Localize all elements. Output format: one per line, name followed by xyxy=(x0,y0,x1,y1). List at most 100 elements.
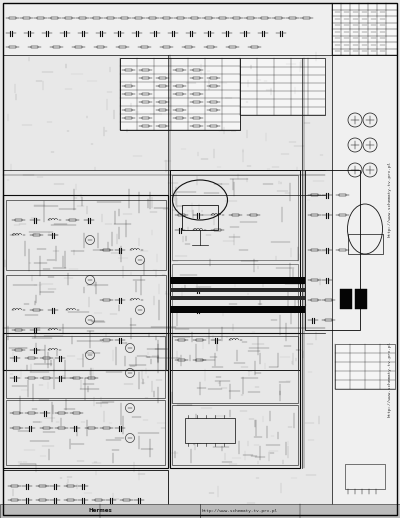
Bar xyxy=(339,194,346,196)
Bar xyxy=(103,299,110,301)
Bar xyxy=(210,125,217,127)
Bar xyxy=(88,427,95,429)
Bar xyxy=(178,339,185,341)
Bar xyxy=(303,17,310,19)
Bar xyxy=(196,359,203,361)
Bar xyxy=(193,77,200,79)
Bar xyxy=(172,264,298,370)
Bar xyxy=(3,470,168,515)
Bar xyxy=(275,17,282,19)
Bar xyxy=(33,234,40,236)
Bar xyxy=(15,219,22,221)
Bar xyxy=(11,485,18,487)
Bar xyxy=(107,17,114,19)
Bar xyxy=(120,58,240,130)
Bar xyxy=(43,427,50,429)
Bar xyxy=(191,17,198,19)
Bar xyxy=(214,229,221,231)
Bar xyxy=(176,93,183,95)
Bar xyxy=(9,46,16,48)
Bar xyxy=(178,214,185,216)
Bar xyxy=(142,77,149,79)
Bar xyxy=(170,306,305,313)
Bar xyxy=(9,17,16,19)
Bar xyxy=(67,485,74,487)
Bar xyxy=(125,69,132,71)
Bar xyxy=(193,101,200,103)
Bar xyxy=(325,299,332,301)
Bar xyxy=(69,219,76,221)
Bar xyxy=(185,418,235,443)
Text: Hermes: Hermes xyxy=(88,509,112,513)
Bar xyxy=(31,46,38,48)
Text: http://www.schematy-tv.prv.pl: http://www.schematy-tv.prv.pl xyxy=(388,341,392,417)
Bar xyxy=(325,319,332,321)
Bar xyxy=(247,17,254,19)
Bar xyxy=(311,214,318,216)
Bar xyxy=(345,464,385,489)
Bar xyxy=(13,412,20,414)
Bar xyxy=(261,17,268,19)
Bar xyxy=(250,214,257,216)
Bar xyxy=(125,117,132,119)
Bar xyxy=(332,55,397,515)
Text: http://www.schematy-tv.prv.pl: http://www.schematy-tv.prv.pl xyxy=(202,509,278,513)
Bar xyxy=(207,46,214,48)
Bar xyxy=(51,17,58,19)
Bar xyxy=(39,499,46,501)
Bar xyxy=(43,377,50,379)
Bar xyxy=(119,46,126,48)
Bar xyxy=(125,85,132,87)
Text: http://www.schematy-tv.prv.pl: http://www.schematy-tv.prv.pl xyxy=(388,161,392,237)
Bar xyxy=(311,194,318,196)
Bar xyxy=(6,200,166,270)
Bar xyxy=(13,427,20,429)
Bar xyxy=(229,46,236,48)
Bar xyxy=(193,117,200,119)
Bar xyxy=(123,499,130,501)
Bar xyxy=(6,275,166,370)
Bar xyxy=(73,377,80,379)
Bar xyxy=(75,46,82,48)
Bar xyxy=(170,288,305,292)
Bar xyxy=(172,336,298,403)
Bar xyxy=(97,46,104,48)
Bar xyxy=(95,499,102,501)
Bar xyxy=(170,170,300,370)
Bar xyxy=(142,93,149,95)
Bar xyxy=(193,93,200,95)
Bar xyxy=(159,77,166,79)
Bar xyxy=(289,17,296,19)
Bar xyxy=(210,77,217,79)
Bar xyxy=(182,205,218,230)
Bar xyxy=(53,46,60,48)
Bar xyxy=(178,309,185,311)
Bar xyxy=(11,499,18,501)
Bar xyxy=(39,485,46,487)
Bar xyxy=(159,85,166,87)
Bar xyxy=(311,279,318,281)
Bar xyxy=(339,249,346,251)
Bar xyxy=(88,377,95,379)
Bar xyxy=(142,69,149,71)
Bar xyxy=(355,289,367,309)
Bar xyxy=(125,93,132,95)
Bar xyxy=(335,344,395,389)
Bar xyxy=(6,336,165,398)
Bar xyxy=(348,234,383,254)
Bar xyxy=(28,412,35,414)
Bar xyxy=(93,17,100,19)
Bar xyxy=(178,289,185,291)
Bar xyxy=(58,427,65,429)
Bar xyxy=(170,333,300,468)
Bar xyxy=(251,46,258,48)
Bar xyxy=(103,249,110,251)
Bar xyxy=(170,296,305,300)
Bar xyxy=(159,101,166,103)
Bar xyxy=(103,427,110,429)
Bar xyxy=(23,17,30,19)
Bar xyxy=(121,17,128,19)
Bar xyxy=(176,69,183,71)
Bar xyxy=(15,329,22,331)
Bar xyxy=(332,3,397,55)
